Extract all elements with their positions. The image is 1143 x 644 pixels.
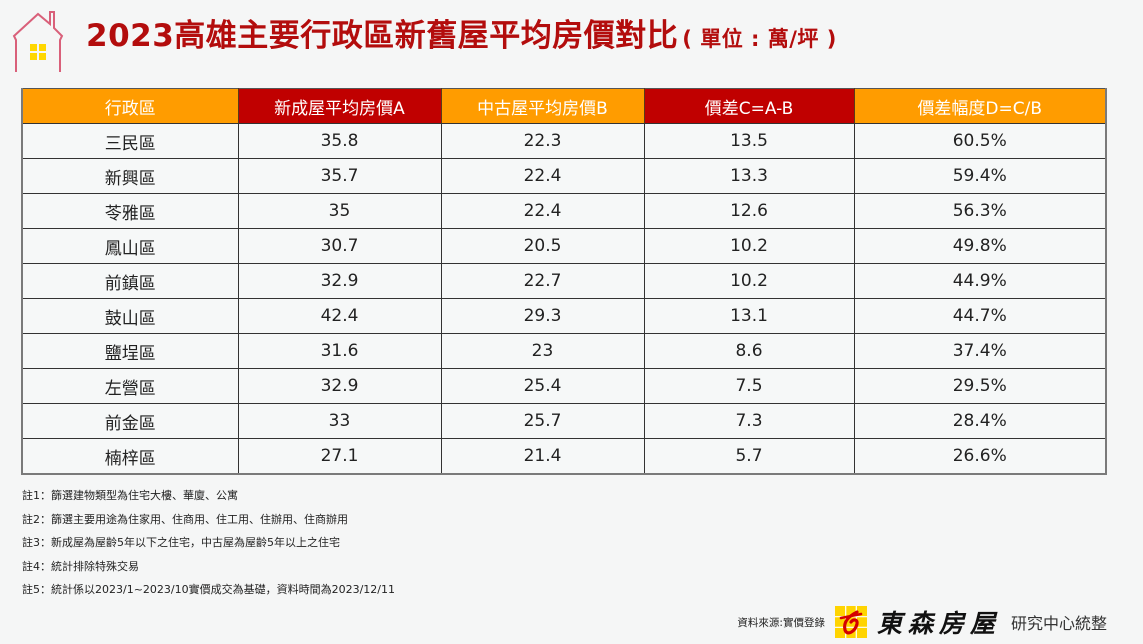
used-price-cell: 22.4 (440, 158, 645, 194)
column-header-district: 行政區 (22, 88, 239, 124)
used-price-cell: 25.4 (440, 368, 645, 404)
district-cell: 苓雅區 (21, 193, 239, 229)
diff-ratio-cell: 26.6% (853, 438, 1107, 475)
footnote-1: 註1：篩選建物類型為住宅大樓、華廈、公寓 (22, 489, 238, 502)
price-diff-cell: 7.5 (643, 368, 855, 404)
table-header-row: 行政區 新成屋平均房價A 中古屋平均房價B 價差C=A-B 價差幅度D=C/B (22, 88, 1107, 124)
column-header-used-price: 中古屋平均房價B (441, 88, 645, 124)
new-price-cell: 35.8 (237, 123, 442, 159)
footnotes: 註1：篩選建物類型為住宅大樓、華廈、公寓 註2：篩選主要用途為住家用、住商用、住… (22, 484, 395, 602)
footnote-2: 註2：篩選主要用途為住家用、住商用、住工用、住辦用、住商辦用 (22, 512, 348, 526)
price-diff-cell: 10.2 (643, 228, 855, 264)
table-row: 楠梓區 27.1 21.4 5.7 26.6% (21, 438, 1107, 475)
brand-name: 東森房屋 (876, 609, 1001, 638)
new-price-cell: 30.7 (237, 228, 442, 264)
column-header-diff-ratio: 價差幅度D=C/B (854, 88, 1107, 124)
price-diff-cell: 13.1 (643, 298, 855, 334)
used-price-cell: 22.3 (440, 123, 645, 159)
new-price-cell: 27.1 (237, 438, 442, 475)
diff-ratio-cell: 29.5% (853, 368, 1107, 404)
footer: 資料來源:實價登錄 東森房屋 研究中心統整 (737, 604, 1107, 640)
diff-ratio-cell: 44.9% (853, 263, 1107, 299)
diff-ratio-cell: 28.4% (853, 403, 1107, 439)
table-row: 前金區 33 25.7 7.3 28.4% (21, 403, 1107, 439)
new-price-cell: 33 (237, 403, 442, 439)
unit-label: ( 單位 : 萬/坪 ) (682, 27, 837, 51)
footnote-4: 註4：統計排除特殊交易 (22, 559, 139, 573)
new-price-cell: 32.9 (237, 368, 442, 404)
price-diff-cell: 13.3 (643, 158, 855, 194)
diff-ratio-cell: 56.3% (853, 193, 1107, 229)
diff-ratio-cell: 60.5% (853, 123, 1107, 159)
price-diff-cell: 10.2 (643, 263, 855, 299)
diff-ratio-cell: 44.7% (853, 298, 1107, 334)
used-price-cell: 22.7 (440, 263, 645, 299)
table-row: 左營區 32.9 25.4 7.5 29.5% (21, 368, 1107, 404)
title-text: 2023高雄主要行政區新舊屋平均房價對比 (86, 18, 679, 54)
price-diff-cell: 5.7 (643, 438, 855, 475)
used-price-cell: 20.5 (440, 228, 645, 264)
company-logo-icon (834, 606, 867, 638)
table-row: 鼓山區 42.4 29.3 13.1 44.7% (21, 298, 1107, 334)
new-price-cell: 42.4 (237, 298, 442, 334)
data-source-label: 資料來源:實價登錄 (737, 616, 825, 629)
used-price-cell: 21.4 (440, 438, 645, 475)
district-cell: 前鎮區 (21, 263, 239, 299)
district-cell: 楠梓區 (21, 438, 239, 475)
table-row: 鹽埕區 31.6 23 8.6 37.4% (21, 333, 1107, 369)
table-row: 三民區 35.8 22.3 13.5 60.5% (21, 123, 1107, 159)
district-cell: 前金區 (21, 403, 239, 439)
price-diff-cell: 12.6 (643, 193, 855, 229)
table-row: 苓雅區 35 22.4 12.6 56.3% (21, 193, 1107, 229)
used-price-cell: 25.7 (440, 403, 645, 439)
district-cell: 鳳山區 (21, 228, 239, 264)
footnote-5: 註5：統計係以2023/1~2023/10實價成交為基礎，資料時間為2023/1… (22, 583, 396, 597)
district-cell: 鹽埕區 (21, 333, 239, 369)
price-comparison-table: 行政區 新成屋平均房價A 中古屋平均房價B 價差C=A-B 價差幅度D=C/B … (21, 88, 1107, 475)
district-cell: 新興區 (21, 158, 239, 194)
district-cell: 鼓山區 (21, 298, 239, 334)
table-row: 鳳山區 30.7 20.5 10.2 49.8% (21, 228, 1107, 264)
new-price-cell: 35.7 (237, 158, 442, 194)
house-icon (12, 11, 64, 72)
price-diff-cell: 8.6 (643, 333, 855, 369)
diff-ratio-cell: 37.4% (853, 333, 1107, 369)
table-row: 前鎮區 32.9 22.7 10.2 44.9% (21, 263, 1107, 299)
column-header-new-price: 新成屋平均房價A (238, 88, 442, 124)
diff-ratio-cell: 59.4% (853, 158, 1107, 194)
district-cell: 三民區 (21, 123, 239, 159)
page-title: 2023高雄主要行政區新舊屋平均房價對比( 單位 : 萬/坪 ) (86, 14, 837, 61)
new-price-cell: 35 (237, 193, 442, 229)
footnote-3: 註3：新成屋為屋齡5年以下之住宅，中古屋為屋齡5年以上之住宅 (22, 536, 340, 550)
district-cell: 左營區 (21, 368, 239, 404)
used-price-cell: 23 (440, 333, 645, 369)
new-price-cell: 32.9 (237, 263, 442, 299)
diff-ratio-cell: 49.8% (853, 228, 1107, 264)
new-price-cell: 31.6 (237, 333, 442, 369)
price-diff-cell: 7.3 (643, 403, 855, 439)
org-label: 研究中心統整 (1010, 614, 1107, 633)
price-diff-cell: 13.5 (643, 123, 855, 159)
used-price-cell: 29.3 (440, 298, 645, 334)
column-header-price-diff: 價差C=A-B (644, 88, 855, 124)
used-price-cell: 22.4 (440, 193, 645, 229)
table-row: 新興區 35.7 22.4 13.3 59.4% (21, 158, 1107, 194)
